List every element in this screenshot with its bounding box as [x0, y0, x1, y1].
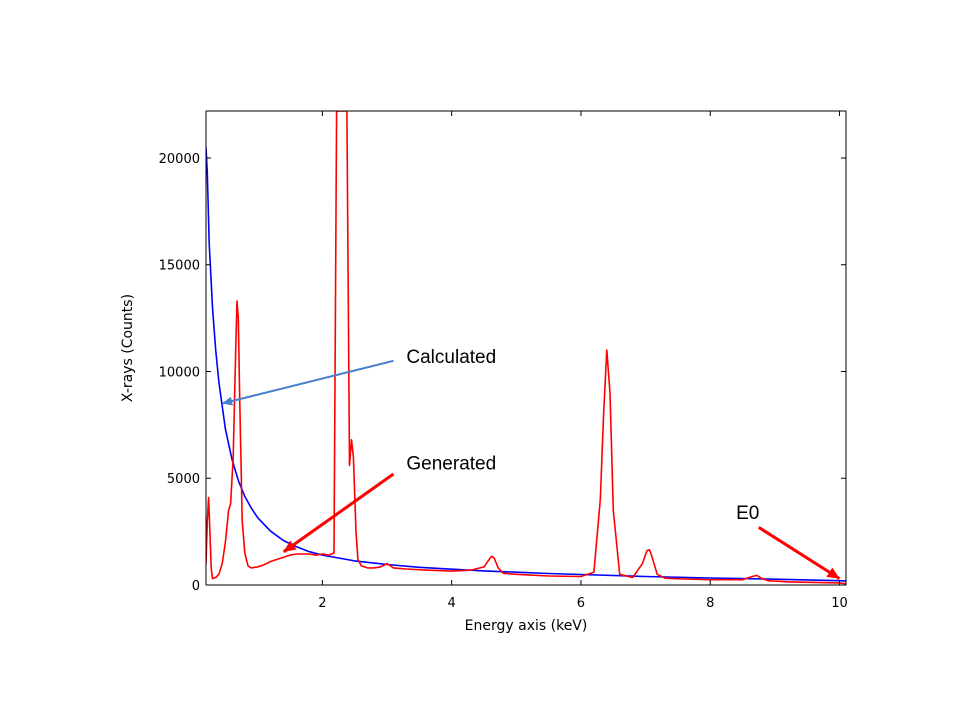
y-tick-label: 20000: [159, 152, 200, 167]
x-tick-label: 8: [706, 596, 714, 611]
annotation-arrow-3: [757, 526, 841, 580]
series-line-1: [206, 147, 846, 582]
annotation-arrowhead-3: [826, 567, 840, 579]
ticks-layer: 2 4 6 8 10 0 5000 10000 15000 20000: [159, 111, 848, 611]
series-line-2: [206, 111, 846, 585]
annotation-arrowhead-2: [283, 540, 297, 552]
y-tick-label: 15000: [159, 259, 200, 274]
annotation-arrow-1: [221, 359, 394, 405]
annotations-layer: Calculated Generated E0: [221, 347, 841, 580]
annotation-arrow-2: [282, 472, 395, 554]
y-tick-label: 10000: [159, 365, 200, 380]
plot-frame: [205, 110, 847, 586]
x-tick-label: 2: [318, 596, 326, 611]
annotation-label-3: E0: [736, 503, 759, 524]
y-tick-label: 5000: [167, 472, 200, 487]
y-axis-title: X-rays (Counts): [120, 294, 136, 402]
x-axis-title: Energy axis (keV): [465, 618, 588, 634]
series-layer: [206, 111, 846, 585]
y-tick-label: 0: [192, 579, 200, 594]
annotation-label-2: Generated: [406, 454, 496, 475]
x-tick-label: 4: [448, 596, 456, 611]
annotation-label-1: Calculated: [406, 347, 496, 368]
annotation-arrowhead-1: [222, 396, 233, 406]
x-tick-label: 6: [577, 596, 585, 611]
x-tick-label: 10: [831, 596, 848, 611]
